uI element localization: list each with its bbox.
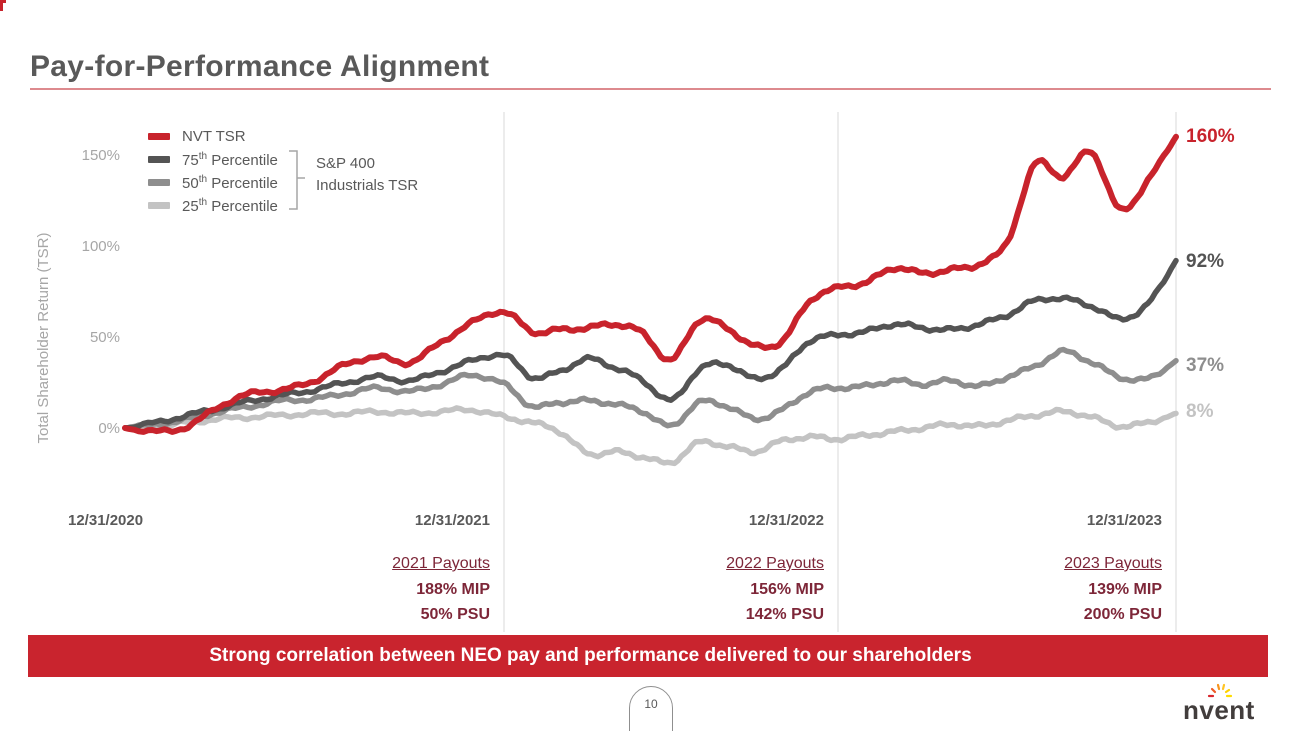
series-end-label-75th: 92% [1186,251,1225,272]
legend-swatch [148,156,170,163]
tsr-line-50th-percentile [122,346,1179,431]
legend-swatch [148,179,170,186]
payout-block-2023: 2023 Payouts 139% MIP 200% PSU [942,551,1162,627]
legend-swatch [148,133,170,140]
nvent-logo: nvent [1183,682,1273,727]
nvent-logo-text: nvent [1183,695,1255,725]
payout-psu: 50% PSU [420,606,490,623]
payout-psu: 142% PSU [745,606,824,623]
legend-label: NVT TSR [182,128,246,145]
payout-title: 2021 Payouts [392,555,490,572]
corner-accent-mark [0,0,3,11]
payout-title: 2023 Payouts [1064,555,1162,572]
y-axis-title: Total Shareholder Return (TSR) [35,232,52,444]
payout-block-2021: 2021 Payouts 188% MIP 50% PSU [270,551,490,627]
payout-psu: 200% PSU [1083,606,1162,623]
legend-item-25th-percentile: 25th Percentile [148,194,278,217]
page-number-badge: 10 [629,686,673,731]
legend-label: 50th Percentile [182,173,278,192]
nvent-spark-icon [1207,683,1233,698]
legend-group-label-line1: S&P 400 [316,155,375,172]
payout-mip: 188% MIP [416,581,490,598]
payout-mip: 139% MIP [1088,581,1162,598]
y-tick-150: 150% [81,147,120,164]
payout-mip: 156% MIP [750,581,824,598]
legend-group-label-line2: Industrials TSR [316,177,419,194]
x-tick-2022: 12/31/2022 [748,512,824,529]
tsr-line-75th-percentile [122,257,1179,431]
legend-label: 25th Percentile [182,196,278,215]
legend-swatch [148,202,170,209]
series-end-label-50th: 37% [1186,355,1225,376]
corner-accent-mark [0,0,6,3]
takeaway-banner: Strong correlation between NEO pay and p… [28,635,1268,677]
legend-item-75th-percentile: 75th Percentile [148,148,278,171]
series-end-label-nvt: 160% [1186,126,1235,147]
legend-group-bracket [289,150,305,210]
payout-title: 2022 Payouts [726,555,824,572]
tsr-line-25th-percentile [122,405,1179,467]
title-divider [30,88,1271,90]
takeaway-banner-text: Strong correlation between NEO pay and p… [209,645,972,666]
y-tick-0: 0% [98,420,120,437]
legend-label: 75th Percentile [182,150,278,169]
page-number: 10 [644,697,658,711]
legend-item-50th-percentile: 50th Percentile [148,171,278,194]
legend-group-label: S&P 400 Industrials TSR [316,153,418,197]
y-tick-100: 100% [81,238,120,255]
y-tick-50: 50% [89,329,120,346]
series-end-label-25th: 8% [1186,401,1214,422]
page-title: Pay-for-Performance Alignment [30,50,490,83]
chart-legend: NVT TSR 75th Percentile 50th Percentile 25t… [148,125,278,217]
legend-item-nvt-tsr: NVT TSR [148,125,278,148]
payout-block-2022: 2022 Payouts 156% MIP 142% PSU [604,551,824,627]
x-tick-2023: 12/31/2023 [1086,512,1162,529]
x-tick-2021: 12/31/2021 [414,512,490,529]
x-tick-2020: 12/31/2020 [68,512,144,529]
tsr-line-nvt-tsr [122,133,1179,435]
